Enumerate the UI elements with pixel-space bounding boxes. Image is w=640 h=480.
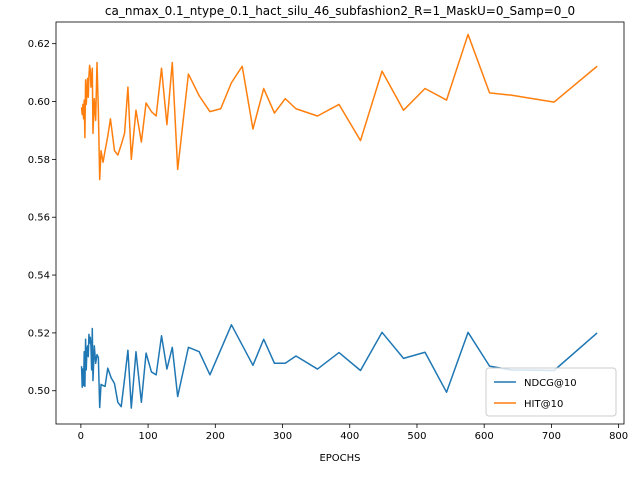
series-line-hit-10 — [80, 33, 598, 181]
x-tick-label: 500 — [407, 431, 426, 442]
x-tick-label: 600 — [475, 431, 494, 442]
y-tick-label: 0.52 — [28, 328, 50, 339]
y-tick-label: 0.50 — [28, 386, 50, 397]
x-tick-label: 100 — [139, 431, 158, 442]
series-layer — [80, 33, 598, 409]
legend-box — [485, 367, 617, 417]
y-axis: 0.50 0.52 0.54 0.56 0.58 0.60 0.62 — [28, 39, 56, 397]
legend-label: HIT@10 — [524, 399, 563, 410]
x-tick-label: 800 — [609, 431, 628, 442]
x-tick-label: 0 — [78, 431, 84, 442]
axes-frame — [55, 21, 625, 425]
x-axis: 0 100 200 300 400 500 600 700 800 — [78, 424, 628, 442]
legend: NDCG@10 HIT@10 — [485, 367, 617, 417]
x-tick-label: 400 — [340, 431, 359, 442]
y-tick-label: 0.62 — [28, 39, 50, 50]
y-tick-label: 0.54 — [28, 271, 50, 282]
y-tick-label: 0.56 — [28, 213, 50, 224]
series-line-ndcg-10 — [80, 324, 598, 409]
x-tick-label: 700 — [542, 431, 561, 442]
x-tick-label: 200 — [206, 431, 225, 442]
y-tick-label: 0.58 — [28, 155, 50, 166]
x-axis-label: EPOCHS — [319, 453, 360, 464]
y-tick-label: 0.60 — [28, 97, 50, 108]
legend-label: NDCG@10 — [524, 378, 577, 389]
chart-title: ca_nmax_0.1_ntype_0.1_hact_silu_46_subfa… — [105, 4, 575, 18]
x-tick-label: 300 — [273, 431, 292, 442]
